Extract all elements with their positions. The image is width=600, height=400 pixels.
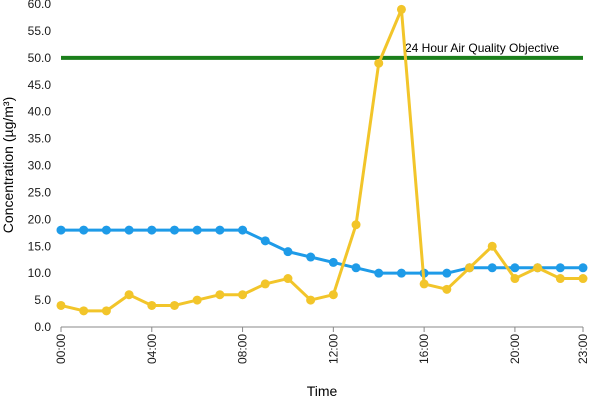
objective-line-label: 24 Hour Air Quality Objective	[405, 41, 559, 55]
series-1-line	[61, 228, 583, 275]
data-point	[124, 290, 134, 300]
data-point	[124, 225, 134, 235]
x-tick-label: 23:00	[576, 334, 590, 364]
y-tick-label: 25.0	[28, 185, 52, 199]
data-point	[578, 274, 588, 284]
data-point	[510, 274, 520, 284]
data-point	[169, 300, 179, 310]
data-point	[238, 225, 248, 235]
data-point	[283, 247, 293, 257]
data-point	[578, 263, 588, 273]
data-point	[487, 241, 497, 251]
data-point	[351, 263, 361, 273]
x-tick-label: 20:00	[508, 334, 522, 364]
y-tick-label: 60.0	[28, 0, 52, 11]
data-point	[374, 268, 384, 278]
data-point	[351, 220, 361, 230]
data-point	[147, 225, 157, 235]
data-point	[533, 263, 543, 273]
data-point	[79, 225, 89, 235]
y-tick-label: 0.0	[34, 320, 51, 334]
data-point	[396, 268, 406, 278]
data-point	[442, 268, 452, 278]
y-tick-label: 30.0	[28, 159, 52, 173]
data-point	[101, 306, 111, 316]
data-point	[215, 290, 225, 300]
data-point	[260, 236, 270, 246]
x-tick-label: 12:00	[326, 334, 340, 364]
data-point	[442, 284, 452, 294]
data-point	[215, 225, 225, 235]
data-point	[147, 300, 157, 310]
x-tick-label: 16:00	[417, 334, 431, 364]
data-point	[487, 263, 497, 273]
y-tick-label: 50.0	[28, 51, 52, 65]
data-point	[56, 300, 66, 310]
data-point	[306, 295, 316, 305]
data-point	[169, 225, 179, 235]
x-axis-ticks: 00:00 04:00 08:00 12:00 16:00 20:00 23:00	[54, 327, 590, 364]
data-point	[283, 274, 293, 284]
data-point	[510, 263, 520, 273]
data-point	[79, 306, 89, 316]
data-point	[465, 263, 475, 273]
reference-line-group: 24 Hour Air Quality Objective	[61, 41, 583, 60]
data-point	[238, 290, 248, 300]
y-tick-label: 5.0	[34, 293, 51, 307]
x-tick-label: 00:00	[54, 334, 68, 364]
y-tick-label: 35.0	[28, 132, 52, 146]
data-point	[192, 225, 202, 235]
x-axis-title: Time	[307, 383, 338, 399]
series-1	[56, 225, 588, 278]
x-tick-label: 08:00	[236, 334, 250, 364]
data-point	[396, 4, 406, 14]
data-point	[56, 225, 66, 235]
data-point	[374, 58, 384, 68]
y-axis-title: Concentration (µg/m³)	[0, 97, 16, 233]
series-2	[56, 4, 588, 316]
data-point	[328, 290, 338, 300]
data-point	[101, 225, 111, 235]
y-tick-label: 15.0	[28, 239, 52, 253]
data-point	[555, 263, 565, 273]
data-point	[328, 257, 338, 267]
y-tick-label: 20.0	[28, 212, 52, 226]
x-tick-label: 04:00	[145, 334, 159, 364]
data-point	[192, 295, 202, 305]
y-tick-label: 45.0	[28, 78, 52, 92]
data-point	[260, 279, 270, 289]
y-axis-ticks: 0.0 5.0 10.0 15.0 20.0 25.0 30.0 35.0 40.0 45.0 50…	[28, 0, 52, 334]
y-tick-label: 10.0	[28, 266, 52, 280]
data-point	[306, 252, 316, 262]
y-tick-label: 40.0	[28, 105, 52, 119]
series-group	[56, 4, 588, 316]
data-point	[555, 274, 565, 284]
data-point	[419, 279, 429, 289]
y-tick-label: 55.0	[28, 24, 52, 38]
